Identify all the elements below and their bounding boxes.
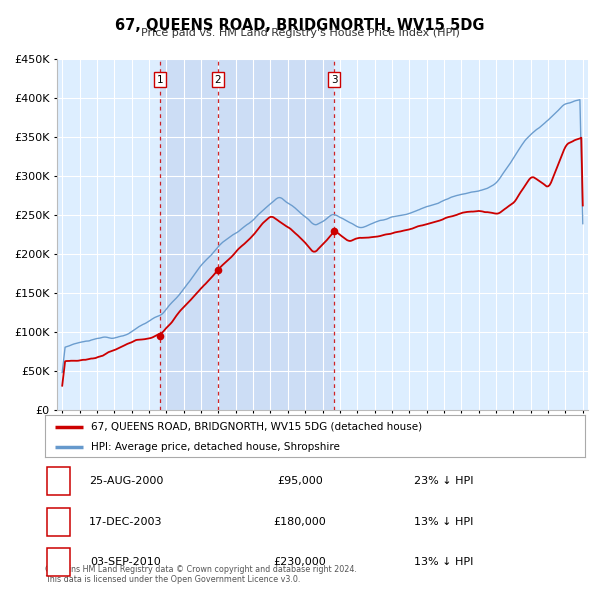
Text: 13% ↓ HPI: 13% ↓ HPI bbox=[414, 557, 473, 566]
Text: 3: 3 bbox=[331, 75, 337, 85]
Text: £95,000: £95,000 bbox=[277, 476, 323, 486]
Text: 17-DEC-2003: 17-DEC-2003 bbox=[89, 517, 163, 527]
Text: Price paid vs. HM Land Registry's House Price Index (HPI): Price paid vs. HM Land Registry's House … bbox=[140, 28, 460, 38]
Text: 23% ↓ HPI: 23% ↓ HPI bbox=[414, 476, 473, 486]
Text: 3: 3 bbox=[55, 557, 62, 566]
Text: 67, QUEENS ROAD, BRIDGNORTH, WV15 5DG (detached house): 67, QUEENS ROAD, BRIDGNORTH, WV15 5DG (d… bbox=[91, 422, 422, 432]
Text: 2: 2 bbox=[214, 75, 221, 85]
Text: £230,000: £230,000 bbox=[274, 557, 326, 566]
Text: £180,000: £180,000 bbox=[274, 517, 326, 527]
Text: 03-SEP-2010: 03-SEP-2010 bbox=[91, 557, 161, 566]
Text: 2: 2 bbox=[55, 517, 62, 527]
Text: 67, QUEENS ROAD, BRIDGNORTH, WV15 5DG: 67, QUEENS ROAD, BRIDGNORTH, WV15 5DG bbox=[115, 18, 485, 32]
Text: 1: 1 bbox=[55, 476, 62, 486]
Bar bbox=[160, 59, 334, 410]
Text: 25-AUG-2000: 25-AUG-2000 bbox=[89, 476, 163, 486]
Text: 13% ↓ HPI: 13% ↓ HPI bbox=[414, 517, 473, 527]
Text: HPI: Average price, detached house, Shropshire: HPI: Average price, detached house, Shro… bbox=[91, 442, 340, 451]
Text: 1: 1 bbox=[157, 75, 163, 85]
Text: Contains HM Land Registry data © Crown copyright and database right 2024.
This d: Contains HM Land Registry data © Crown c… bbox=[45, 565, 357, 584]
